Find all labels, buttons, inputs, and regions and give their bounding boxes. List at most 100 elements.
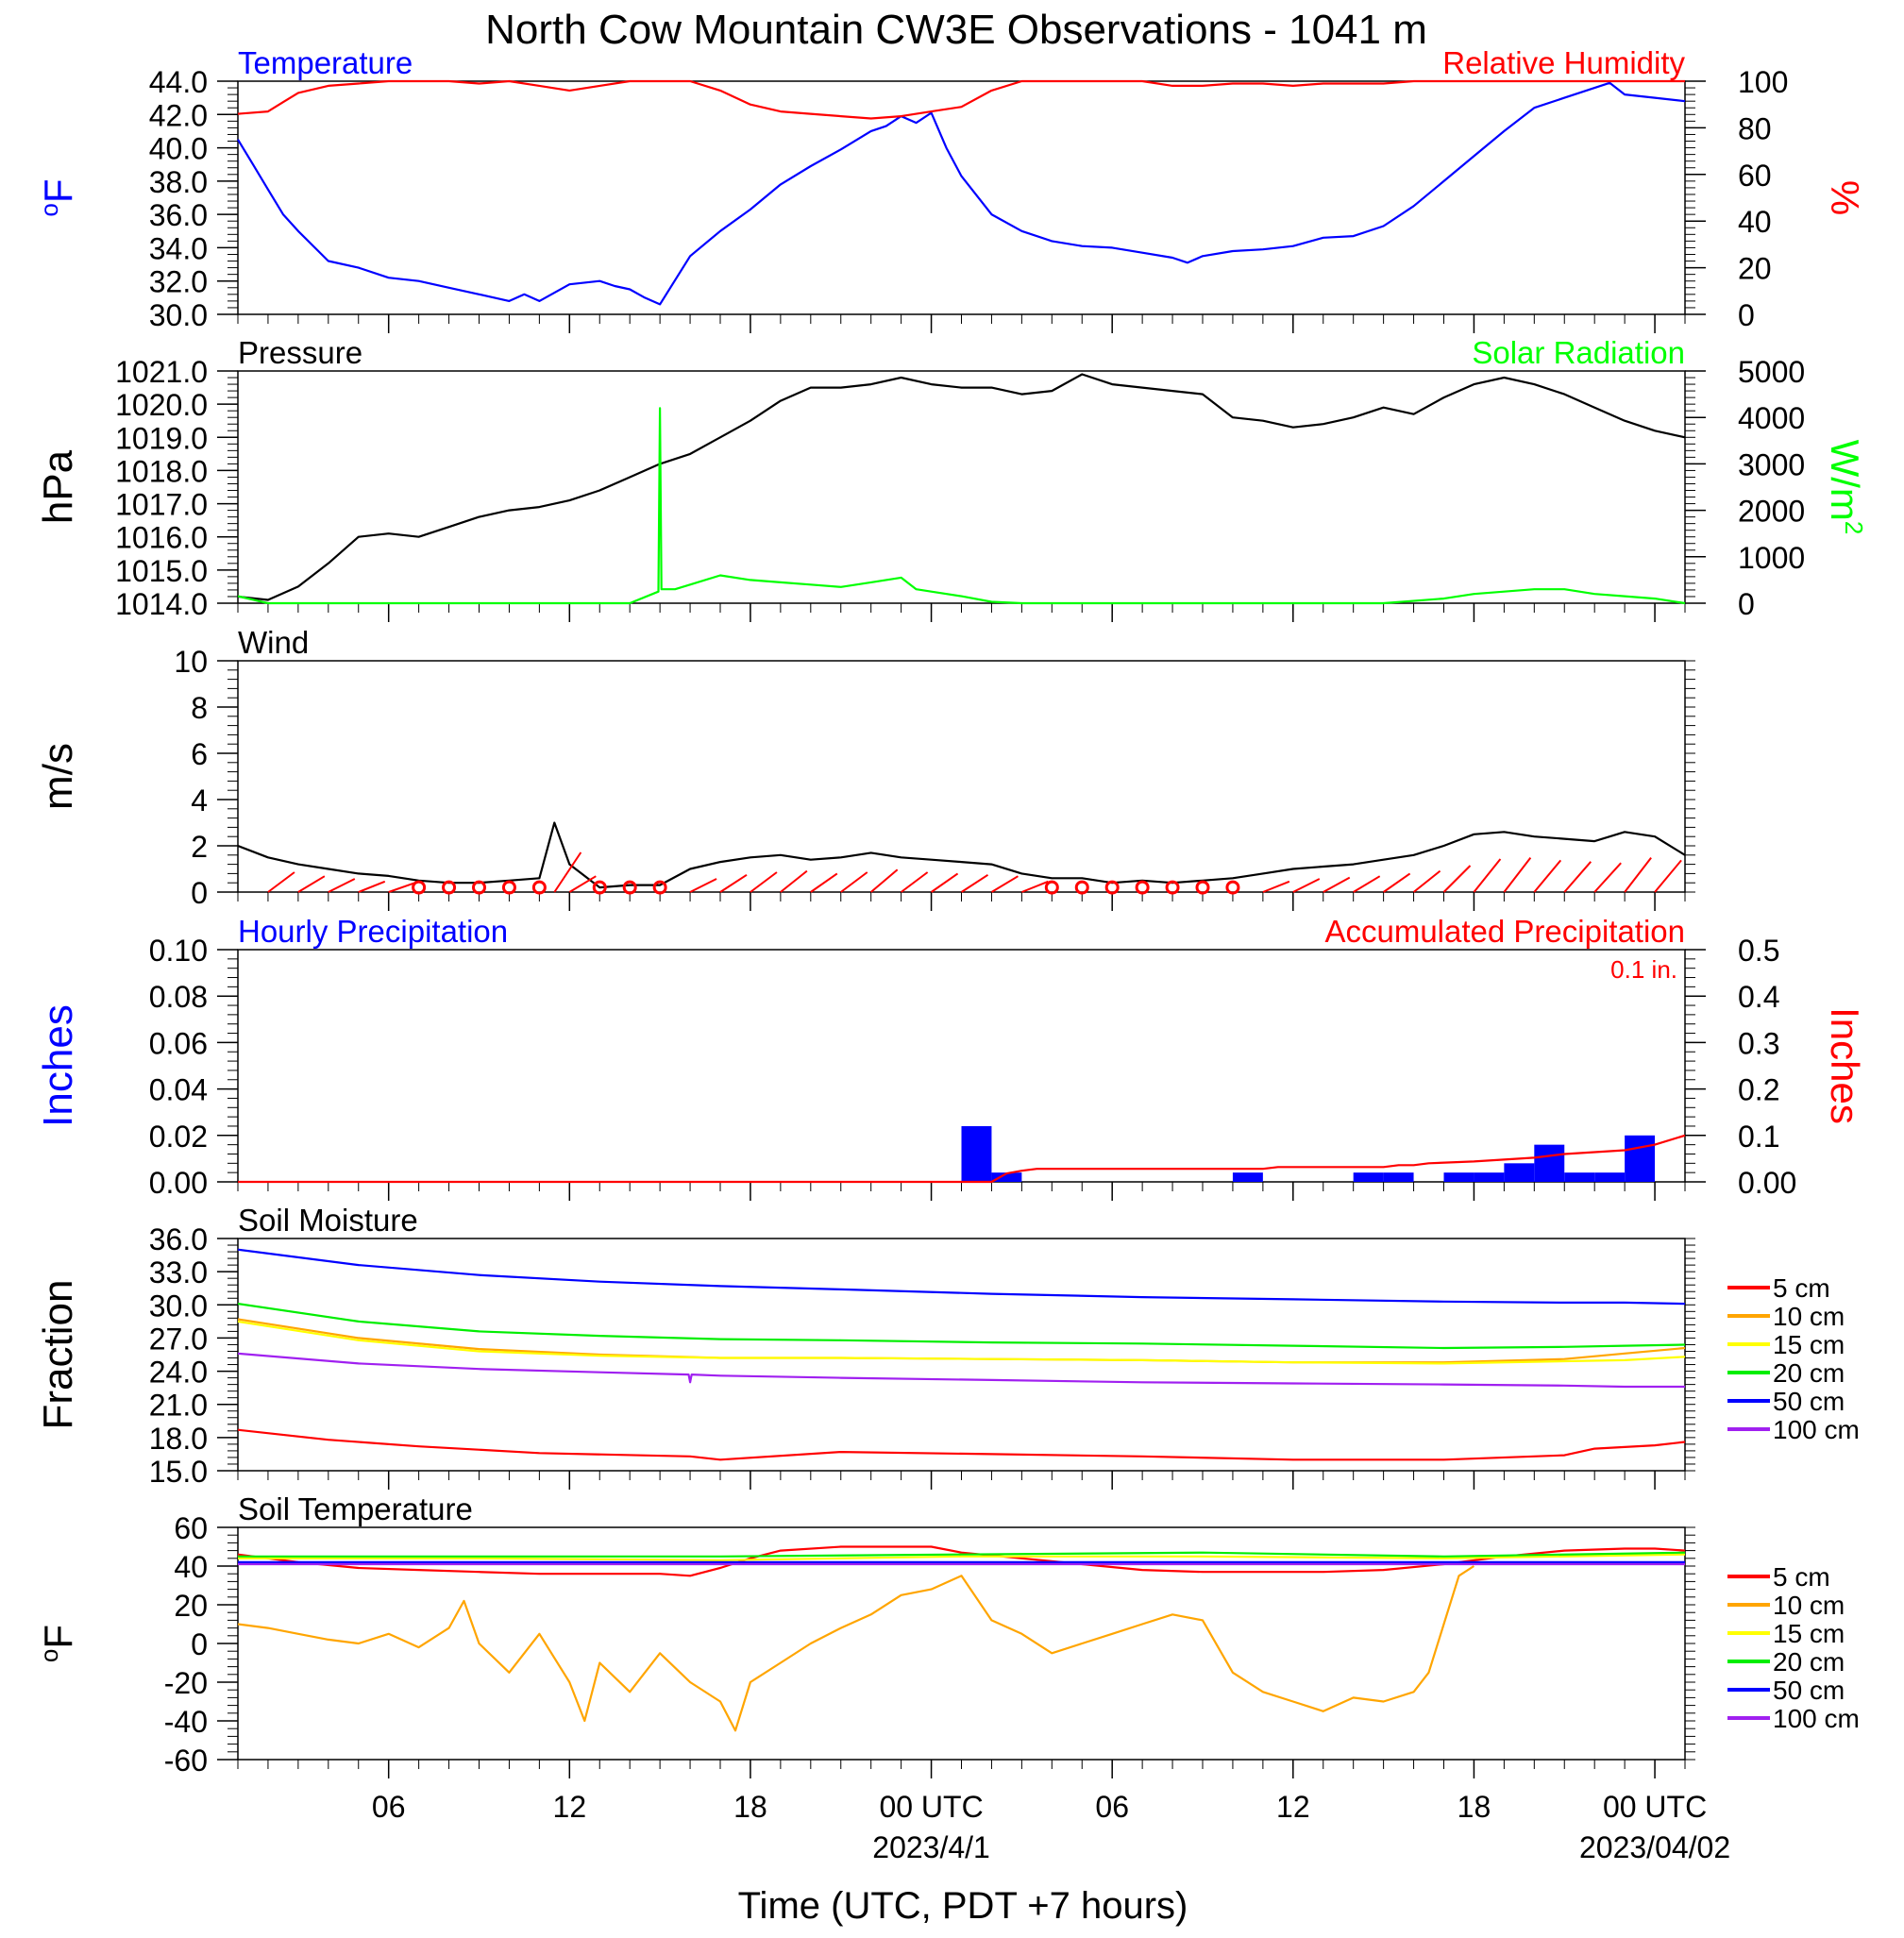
y-tick-label-left: 0.02 bbox=[149, 1120, 208, 1154]
wind-barb bbox=[1383, 872, 1411, 893]
panel-title-left: Wind bbox=[238, 625, 309, 660]
y-tick-label-left: 38.0 bbox=[149, 165, 208, 199]
y-tick-label-right: 5000 bbox=[1738, 355, 1805, 389]
legend-label: 10 cm bbox=[1773, 1591, 1845, 1620]
panels: Temperature Relative Humidity30.032.034.0… bbox=[35, 45, 1868, 1864]
y-tick-label-right: 0.1 bbox=[1738, 1120, 1779, 1154]
precip-bar bbox=[1625, 1135, 1656, 1182]
precip-bar bbox=[991, 1172, 1022, 1182]
y-tick-label-left: 1017.0 bbox=[115, 488, 208, 522]
plot-frame bbox=[237, 370, 1686, 604]
x-tick-label: 00 UTC bbox=[1603, 1790, 1707, 1824]
wind-calm-marker bbox=[652, 880, 667, 895]
wind-barb bbox=[689, 878, 717, 893]
series-line-wind bbox=[237, 821, 1686, 889]
y-tick-label-left: 4 bbox=[191, 784, 208, 817]
panel-precipitation: Hourly Precipitation Accumulated Precipit… bbox=[35, 914, 1867, 1201]
series-line-100-cm bbox=[237, 1352, 1685, 1389]
x-tick-label: 18 bbox=[733, 1790, 767, 1824]
x-axis-label: Time (UTC, PDT +7 hours) bbox=[738, 1885, 1188, 1927]
wind-barb bbox=[358, 880, 386, 893]
wind-calm-marker bbox=[412, 880, 427, 895]
wind-calm-marker bbox=[531, 880, 547, 895]
series-line-solar-radiation bbox=[237, 407, 1686, 605]
series-line-15-cm bbox=[237, 1320, 1686, 1365]
y-axis-label-right: Inches bbox=[1823, 1007, 1867, 1124]
y-tick-label-right: 80 bbox=[1738, 111, 1772, 145]
y-tick-label-left: 20 bbox=[174, 1589, 208, 1623]
wind-barb bbox=[1473, 858, 1502, 893]
chart-title: North Cow Mountain CW3E Observations - 1… bbox=[485, 7, 1427, 53]
series-line-accumulated-precipitation bbox=[238, 1134, 1686, 1184]
y-tick-label-left: 1014.0 bbox=[115, 587, 208, 621]
precip-annotation: 0.1 in. bbox=[1610, 955, 1677, 984]
y-axis-label-right: % bbox=[1823, 180, 1867, 215]
plot-frame bbox=[237, 80, 1686, 315]
y-tick-label-left: 1019.0 bbox=[115, 421, 208, 455]
wind-barb bbox=[328, 878, 356, 893]
y-tick-label-left: 34.0 bbox=[149, 231, 208, 265]
wind-calm-marker bbox=[442, 880, 457, 895]
y-tick-label-left: 30.0 bbox=[149, 1289, 208, 1323]
wind-barb bbox=[840, 871, 868, 893]
wind-barb bbox=[553, 851, 582, 893]
wind-calm-marker bbox=[1195, 880, 1210, 895]
series-line-50-cm bbox=[237, 1248, 1686, 1306]
y-axis-label-left: oF bbox=[35, 1625, 80, 1662]
y-tick-label-left: 0.04 bbox=[149, 1073, 208, 1107]
wind-barb bbox=[1442, 865, 1472, 893]
wind-calm-marker bbox=[1104, 880, 1120, 895]
y-tick-label-right: 0.3 bbox=[1738, 1026, 1779, 1060]
y-tick-label-left: 0 bbox=[191, 876, 208, 910]
y-tick-label-left: 24.0 bbox=[149, 1356, 208, 1390]
legend-label: 100 cm bbox=[1773, 1704, 1860, 1733]
y-tick-label-left: 10 bbox=[174, 645, 208, 679]
y-tick-label-left: 1015.0 bbox=[115, 554, 208, 588]
y-tick-label-left: 2 bbox=[191, 830, 208, 864]
y-tick-label-right: 0.5 bbox=[1738, 934, 1779, 968]
y-tick-label-left: 0.06 bbox=[149, 1026, 208, 1060]
wind-barb bbox=[568, 875, 597, 893]
series-line-pressure bbox=[237, 373, 1686, 601]
y-tick-label-right: 0.4 bbox=[1738, 980, 1779, 1014]
panel-title-right: Relative Humidity bbox=[1442, 45, 1685, 80]
y-tick-label-right: 0.2 bbox=[1738, 1073, 1779, 1107]
wind-barb bbox=[990, 875, 1019, 893]
y-tick-label-left: 27.0 bbox=[149, 1322, 208, 1356]
y-tick-label-right: 3000 bbox=[1738, 447, 1805, 481]
legend-label: 5 cm bbox=[1773, 1562, 1830, 1592]
y-tick-label-right: 4000 bbox=[1738, 401, 1805, 435]
wind-barb bbox=[901, 871, 929, 893]
wind-calm-marker bbox=[1074, 880, 1089, 895]
panel-title-left: Temperature bbox=[238, 45, 413, 80]
wind-barb bbox=[1353, 875, 1381, 893]
series-line-temperature bbox=[237, 81, 1686, 306]
series-line-15-cm bbox=[238, 1553, 1686, 1561]
panel-title-left: Soil Moisture bbox=[238, 1203, 418, 1238]
wind-barb bbox=[719, 873, 748, 893]
y-tick-label-right: 40 bbox=[1738, 205, 1772, 239]
y-tick-label-right: 1000 bbox=[1738, 541, 1805, 575]
wind-calm-marker bbox=[1044, 880, 1059, 895]
precip-bar bbox=[1383, 1172, 1414, 1182]
wind-barb bbox=[1323, 876, 1351, 893]
y-tick-label-left: 1020.0 bbox=[115, 388, 208, 422]
panel-wind: Wind 0 2 4 6 8 10 m/s bbox=[35, 625, 1695, 911]
y-tick-label-left: -20 bbox=[164, 1666, 208, 1700]
wind-calm-marker bbox=[622, 880, 637, 895]
wind-barb bbox=[1412, 869, 1441, 893]
legend-label: 15 cm bbox=[1773, 1619, 1845, 1648]
precip-bar bbox=[1443, 1172, 1474, 1182]
y-tick-label-left: 0.00 bbox=[149, 1166, 208, 1200]
y-tick-label-left: 30.0 bbox=[149, 298, 208, 332]
wind-calm-marker bbox=[501, 880, 516, 895]
plot-frame bbox=[237, 660, 1686, 893]
series-line-20-cm bbox=[237, 1303, 1686, 1350]
panel-title-left: Soil Temperature bbox=[238, 1491, 473, 1526]
wind-calm-marker bbox=[592, 880, 607, 895]
wind-barb bbox=[1292, 878, 1321, 893]
wind-barb bbox=[930, 872, 959, 893]
y-tick-label-left: 0 bbox=[191, 1627, 208, 1661]
y-tick-label-right: 2000 bbox=[1738, 495, 1805, 529]
legend-label: 10 cm bbox=[1773, 1302, 1845, 1331]
